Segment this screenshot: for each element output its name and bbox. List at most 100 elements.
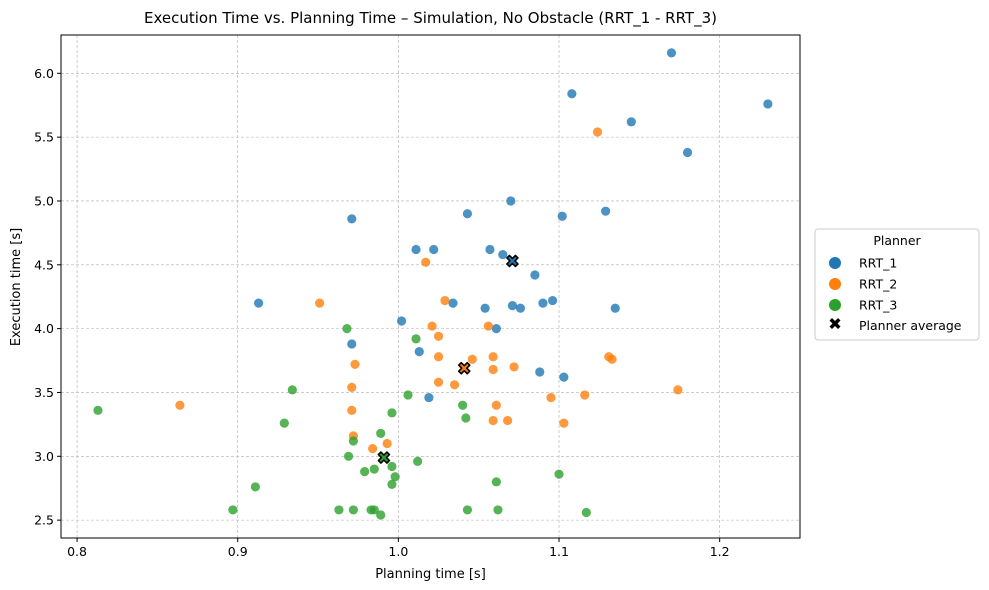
data-point <box>592 127 603 137</box>
data-point <box>491 477 501 487</box>
data-point <box>390 472 400 482</box>
legend-label-rrt2: RRT_2 <box>859 277 897 292</box>
data-point <box>315 298 325 308</box>
data-point <box>387 408 397 418</box>
average-marker <box>377 451 391 464</box>
data-point <box>448 298 458 308</box>
data-point <box>530 270 540 280</box>
legend-marker-rrt2 <box>829 278 841 290</box>
data-point <box>403 390 413 400</box>
data-point <box>449 380 460 390</box>
data-point <box>467 354 477 364</box>
data-point <box>287 385 297 395</box>
data-point <box>347 214 357 224</box>
legend-label-rrt3: RRT_3 <box>859 298 897 313</box>
data-point <box>387 461 397 472</box>
data-point <box>610 303 620 313</box>
x-axis-label: Planning time [s] <box>375 567 486 582</box>
data-point <box>368 444 378 454</box>
legend-marker-rrt1 <box>829 257 841 269</box>
data-point <box>462 209 473 219</box>
data-point <box>498 249 508 260</box>
data-point <box>515 303 526 313</box>
average-marker <box>506 254 519 268</box>
data-point <box>440 295 450 306</box>
data-point <box>488 352 498 362</box>
y-tick-label: 4.5 <box>34 257 54 272</box>
legend-frame <box>814 228 980 341</box>
data-point <box>567 89 577 99</box>
legend-marker-average <box>829 318 841 329</box>
data-point <box>462 505 473 515</box>
data-point <box>411 334 421 344</box>
legend-label-average: Planner average <box>859 318 962 333</box>
data-point <box>461 413 471 423</box>
data-point <box>483 321 493 331</box>
data-point <box>581 507 591 518</box>
axis-ticks: 0.8 0.9 1.0 1.1 1.2 2.5 3.0 3.5 4.0 4.5 5.0 5.5 6.0 <box>34 66 730 559</box>
legend-label-rrt1: RRT_1 <box>859 256 897 271</box>
y-tick-label: 6.0 <box>34 66 54 81</box>
data-point <box>433 377 444 387</box>
data-point <box>433 352 444 362</box>
data-point <box>559 372 569 382</box>
data-point <box>488 364 498 375</box>
data-point <box>554 469 564 479</box>
data-point <box>279 418 289 428</box>
legend: Planner RRT_1 RRT_2 RRT_3 Planner averag… <box>814 228 980 341</box>
grid <box>61 35 800 538</box>
data-point <box>507 301 518 311</box>
y-axis-label: Execution time [s] <box>9 228 24 346</box>
data-point <box>503 415 513 426</box>
data-point <box>376 428 386 438</box>
data-point <box>376 510 386 520</box>
data-point <box>538 298 548 308</box>
data-point <box>557 211 567 221</box>
data-point <box>350 359 360 369</box>
data-point <box>343 451 354 461</box>
y-tick-label: 4.0 <box>34 321 54 336</box>
data-point <box>488 415 498 426</box>
data-point <box>93 405 103 415</box>
y-tick-label: 5.0 <box>34 193 54 208</box>
y-tick-label: 2.5 <box>34 513 54 528</box>
data-point <box>547 295 558 306</box>
data-point <box>480 303 490 313</box>
data-point <box>347 382 357 392</box>
data-point <box>369 464 379 474</box>
data-point <box>559 418 569 428</box>
data-point <box>414 347 424 357</box>
x-tick-label: 1.2 <box>710 544 730 559</box>
data-point <box>673 385 683 395</box>
data-point <box>626 117 636 127</box>
data-point <box>228 505 238 515</box>
data-point <box>433 331 444 341</box>
data-point <box>666 48 677 58</box>
data-point <box>546 392 556 403</box>
data-point <box>506 196 516 206</box>
y-tick-label: 5.5 <box>34 130 54 145</box>
data-point <box>427 321 437 331</box>
data-point <box>763 99 773 109</box>
data-point <box>493 505 503 515</box>
data-points <box>93 48 773 520</box>
data-point <box>607 354 617 364</box>
data-point <box>458 400 468 410</box>
x-tick-label: 0.9 <box>228 544 248 559</box>
chart-title: Execution Time vs. Planning Time – Simul… <box>144 9 717 28</box>
legend-marker-rrt3 <box>829 299 841 311</box>
average-marker <box>457 361 471 375</box>
data-point <box>342 324 352 334</box>
data-point <box>347 405 357 415</box>
average-markers <box>377 254 519 464</box>
data-point <box>387 479 397 489</box>
data-point <box>348 436 358 446</box>
data-point <box>429 244 439 255</box>
data-point <box>396 316 407 326</box>
data-point <box>250 482 260 492</box>
data-point <box>254 298 264 308</box>
y-tick-label: 3.5 <box>34 385 54 400</box>
data-point <box>509 362 519 372</box>
data-point <box>347 339 357 349</box>
data-point <box>413 456 423 467</box>
